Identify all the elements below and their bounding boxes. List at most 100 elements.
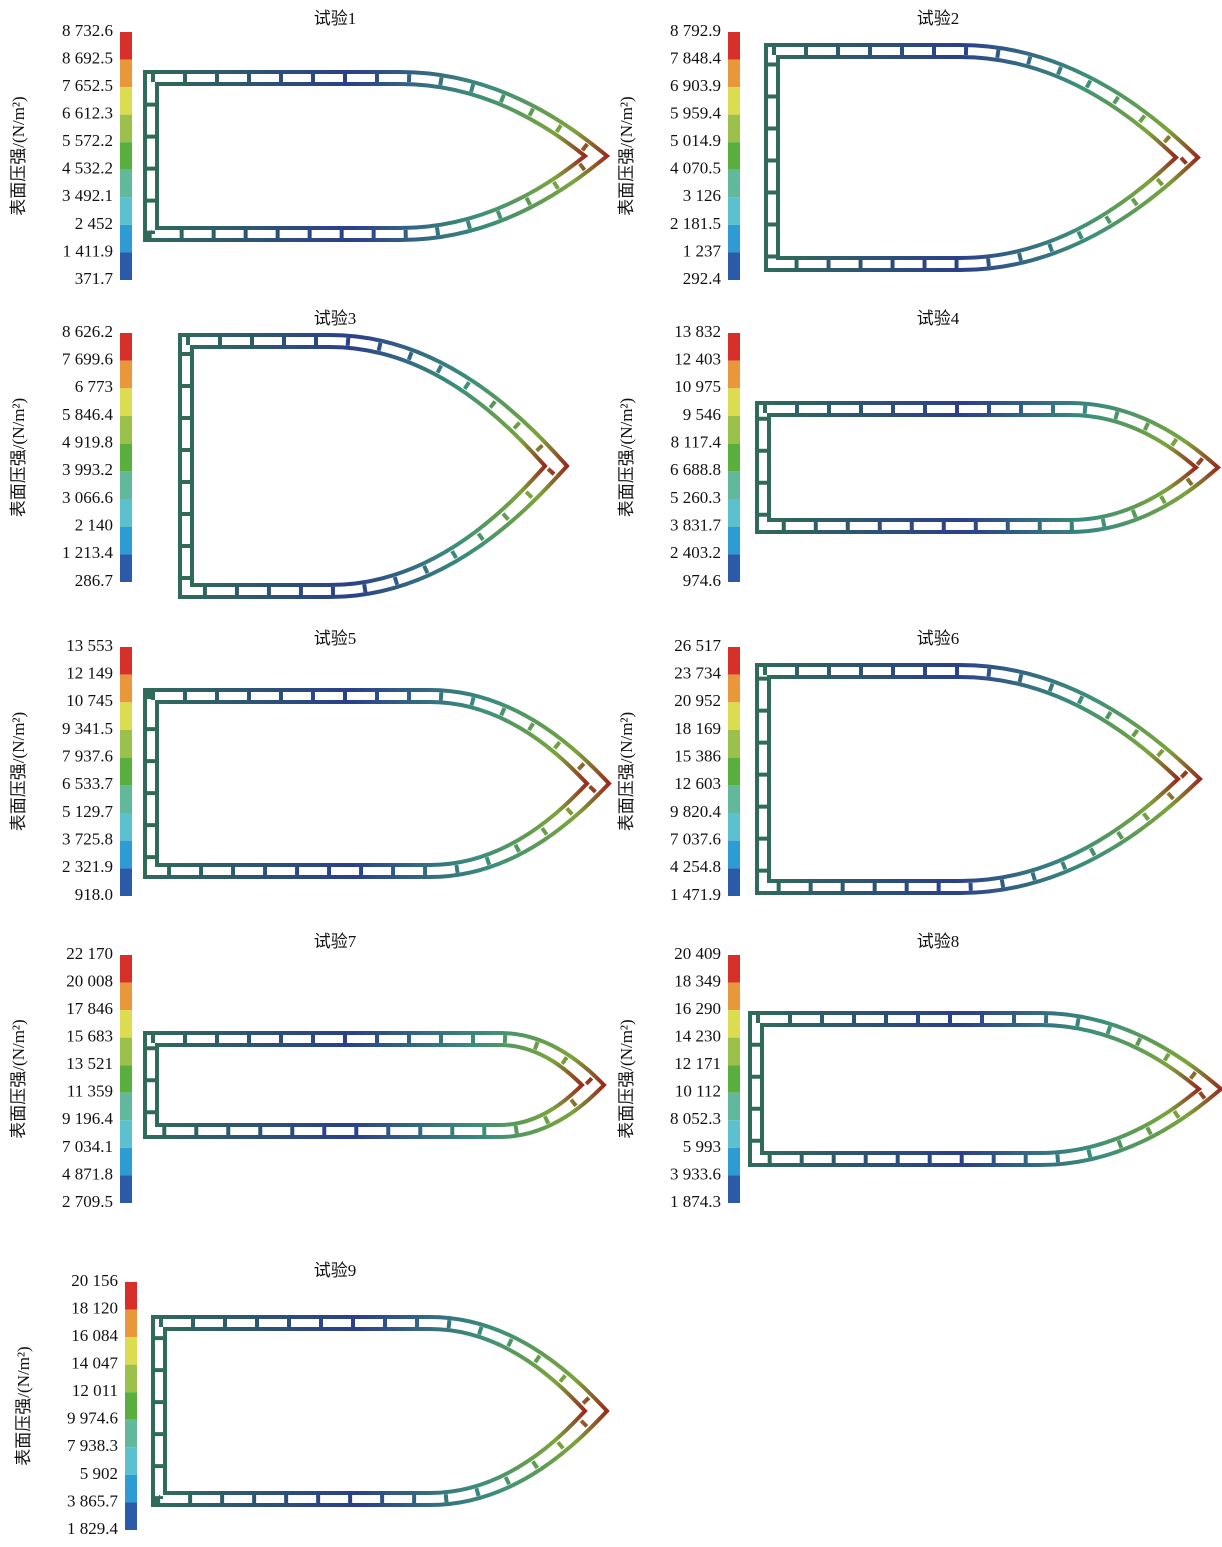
colorbar-label: 9 974.6 [67,1409,118,1428]
colorbar-label: 5 260.3 [670,488,721,507]
colorbar-segment [728,758,740,786]
colorbar-label: 6 612.3 [62,104,113,123]
colorbar-label: 10 112 [675,1082,721,1101]
colorbar-label: 12 011 [72,1381,118,1400]
axis-label: 表面压强/(N/m²) [617,712,636,831]
colorbar-label: 7 034.1 [62,1137,113,1156]
colorbar-segment [728,1038,740,1066]
colorbar-label: 10 975 [674,377,721,396]
hull-outer [757,665,1200,893]
hull-frames [756,1019,1210,1159]
colorbar-segment [120,647,132,675]
colorbar-segment [728,170,740,198]
colorbar-segment [120,868,132,896]
hull-frames [151,1039,593,1131]
hull-frames [772,51,1187,264]
colorbar-label: 20 952 [674,691,721,710]
hull-outer [145,72,607,240]
colorbar-segment [120,170,132,198]
colorbar-label: 7 937.6 [62,747,113,766]
colorbar-segment [120,333,132,361]
colorbar-label: 2 709.5 [62,1192,113,1211]
colorbar-segment [120,702,132,730]
colorbar-segment [728,1120,740,1148]
colorbar-label: 8 117.4 [671,433,722,452]
hull-outer [766,45,1198,270]
colorbar-label: 14 047 [71,1354,118,1373]
colorbar-label: 3 126 [683,186,721,205]
colorbar-label: 918.0 [75,885,113,904]
colorbar-label: 4 919.8 [62,433,113,452]
colorbar-label: 1 213.4 [62,543,114,562]
colorbar-label: 8 626.2 [62,322,113,341]
colorbar-label: 3 492.1 [62,186,113,205]
colorbar-label: 10 745 [66,691,113,710]
axis-label: 表面压强/(N/m²) [617,398,636,517]
colorbar-segment [728,115,740,143]
panel-title: 试验2 [917,9,960,28]
hull-frames [151,696,598,871]
colorbar-label: 18 349 [674,971,721,990]
hull-outer [180,335,567,597]
colorbar-segment [120,1065,132,1093]
colorbar-segment [120,60,132,88]
colorbar-label: 18 169 [674,719,721,738]
colorbar-segment [120,1038,132,1066]
colorbar-label: 1 829.4 [67,1519,119,1538]
hull-inner [769,677,1178,881]
colorbar-segment [728,87,740,115]
colorbar-segment [728,471,740,499]
colorbar-label: 13 553 [66,636,113,655]
hull-inner [769,415,1196,520]
colorbar-segment [120,1148,132,1176]
colorbar-segment [728,1148,740,1176]
colorbar-segment [120,983,132,1011]
colorbar-label: 8 732.6 [62,21,113,40]
colorbar-segment [120,955,132,983]
hull-inner [157,702,587,865]
hull-outer [145,690,609,877]
colorbar-label: 5 902 [80,1464,118,1483]
colorbar-label: 26 517 [674,636,721,655]
colorbar-segment [728,361,740,389]
colorbar-label: 3 993.2 [62,460,113,479]
panel-title: 试验5 [314,629,357,648]
colorbar-segment [728,32,740,60]
axis-label: 表面压强/(N/m²) [9,398,28,517]
colorbar-segment [120,252,132,280]
colorbar-segment [120,1010,132,1038]
colorbar-segment [728,197,740,225]
colorbar-label: 9 546 [683,405,721,424]
colorbar-segment [120,225,132,253]
colorbar-label: 12 171 [674,1054,721,1073]
colorbar-label: 8 792.9 [670,21,721,40]
hull-outer [757,403,1218,532]
colorbar-label: 5 846.4 [62,405,114,424]
colorbar-segment [120,841,132,869]
panel-title: 试验7 [314,932,357,951]
colorbar-label: 371.7 [75,269,114,288]
colorbar-label: 12 403 [674,350,721,369]
colorbar-segment [120,675,132,703]
colorbar-label: 1 411.9 [63,241,113,260]
colorbar-segment [120,87,132,115]
colorbar-label: 23 734 [674,664,721,683]
colorbar-label: 12 149 [66,664,113,683]
axis-label: 表面压强/(N/m²) [9,1019,28,1138]
colorbar-segment [125,1447,137,1475]
colorbar-segment [125,1310,137,1338]
colorbar-label: 292.4 [683,269,722,288]
hull-frames [763,409,1207,526]
colorbar-segment [728,647,740,675]
colorbar-segment [728,527,740,555]
colorbar-label: 6 533.7 [62,774,114,793]
hull-outer [153,1317,607,1505]
colorbar-label: 2 321.9 [62,857,113,876]
colorbar-segment [728,252,740,280]
colorbar-segment [728,388,740,416]
panel-title: 试验4 [917,309,960,328]
panel-title: 试验6 [917,629,960,648]
colorbar-label: 5 014.9 [670,131,721,150]
colorbar-segment [728,554,740,582]
colorbar-segment [120,416,132,444]
